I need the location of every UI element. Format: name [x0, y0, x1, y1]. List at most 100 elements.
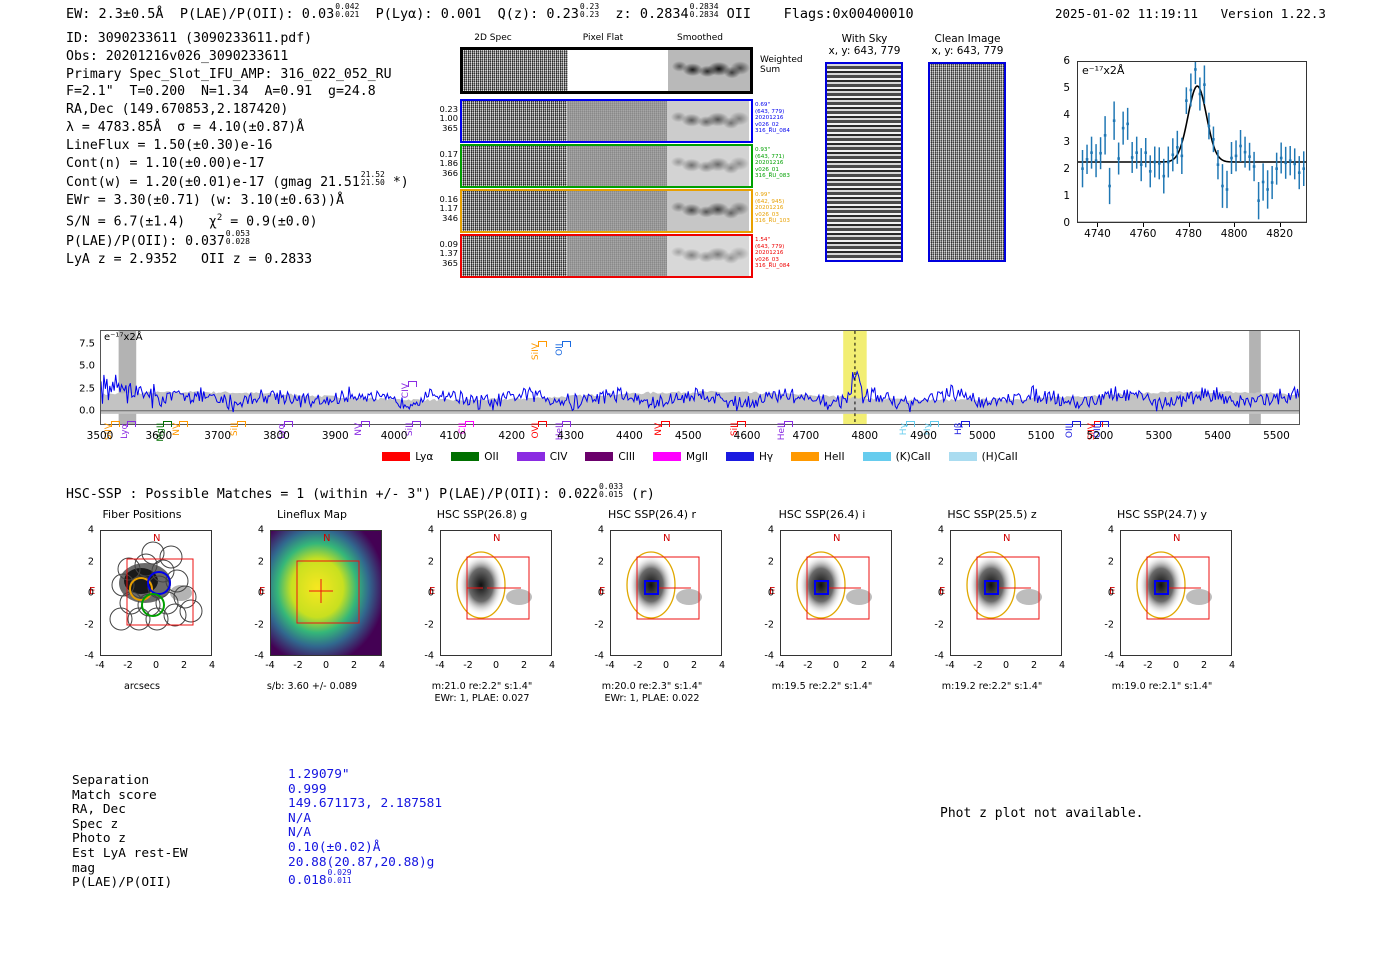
- east-marker: E: [429, 586, 436, 597]
- match-key: Match score: [72, 787, 157, 803]
- cutout-xtick: -4: [605, 660, 615, 671]
- cutout-caption-line1: m:19.2 re:2.2" s:1.4": [941, 681, 1043, 692]
- legend-label: Hγ: [758, 450, 774, 463]
- line-fit-axes: e⁻¹⁷x2Å: [1077, 54, 1307, 223]
- cutout-ytick: 2: [767, 556, 774, 567]
- full-spectrum-xtick: 4800: [851, 430, 879, 442]
- cutout-ytick: -2: [84, 619, 94, 630]
- cutout-xtick: 2: [1200, 660, 1208, 671]
- full-spectrum-xtick: 4700: [792, 430, 820, 442]
- full-spectrum-x-ticks: 3500 3600 3700 3800 3900 4000 4100 4200 4300 4400…: [87, 428, 1300, 444]
- legend-item: MgII: [653, 451, 708, 463]
- cutout-caption-line1: arcsecs: [123, 681, 161, 692]
- cutout-panel[interactable]: HSC SSP(26.4) r N E 4 2 0 -2 -4 -4 -2 0 2 4 m:20.0 re…: [568, 508, 736, 718]
- cutout-xtick: -2: [1143, 660, 1153, 671]
- cutout-ytick: 0: [937, 587, 944, 599]
- legend-swatch: [725, 452, 754, 461]
- cutout-xtick: 0: [1172, 660, 1180, 671]
- cutout-panel[interactable]: HSC SSP(24.7) y N E 4 2 0 -2 -4 -4 -2 0 2 4 m:19.0 re…: [1078, 508, 1246, 718]
- east-marker: E: [1109, 586, 1116, 597]
- info-observing-conditions: F=2.1" T=0.200 N=1.34 A=0.91 g=24.8: [66, 84, 376, 100]
- line-fit-plot: e⁻¹⁷x2Å 0 1 2 3 4 5 6 4740 4760 4780 4800 4820: [1035, 54, 1315, 255]
- full-spectrum-xtick: 4500: [674, 430, 702, 442]
- cutout-xtick: 2: [860, 660, 868, 671]
- info-ewr: EWr = 3.30(±0.71) (w: 3.10(±0.63))Å: [66, 193, 344, 209]
- cutout-ytick: 4: [87, 524, 94, 536]
- emission-line-bracket: [162, 421, 172, 427]
- cutout-xtick: -2: [463, 660, 473, 671]
- cutout-image[interactable]: [780, 530, 892, 656]
- match-table-values: 1.29079" 0.999 149.671173, 2.187581 N/A …: [288, 767, 443, 889]
- north-marker: N: [1173, 533, 1181, 544]
- cutout-panel[interactable]: HSC SSP(26.8) g N E 4 2 0 -2 -4 -4 -2 0 2 4 m:21.0 re…: [398, 508, 566, 718]
- cutout-xtick: 0: [492, 660, 500, 671]
- cutout-xtick: 2: [180, 660, 188, 671]
- cutout-ytick: 0: [767, 587, 774, 599]
- match-value: 149.671173, 2.187581: [288, 796, 443, 812]
- flags-value: Flags:0x00400010: [783, 6, 914, 22]
- full-spectrum-svg: [100, 331, 1300, 424]
- cutout-xtick: 0: [322, 660, 330, 671]
- clean-image-title: Clean Image: [934, 33, 1001, 45]
- match-key: Separation: [72, 773, 150, 788]
- match-value: 0.018 0.029 0.011: [288, 868, 352, 889]
- cutout-caption-line1: s/b: 3.60 +/- 0.089: [266, 681, 358, 692]
- line-fit-xtick: 4780: [1175, 228, 1202, 240]
- match-key: Est LyA rest-EW: [72, 845, 188, 861]
- cutout-xtick: 0: [662, 660, 670, 671]
- cutout-ytick: 2: [1107, 556, 1114, 567]
- cutout-panel[interactable]: Lineflux Map N E 4 2 0 -2 -4 -4 -2 0 2 4 s/b: 3.60 +/…: [228, 508, 396, 718]
- east-marker: E: [599, 586, 606, 597]
- cutout-image[interactable]: [610, 530, 722, 656]
- full-spectrum-xtick: 4900: [910, 430, 937, 442]
- z-range: 0.2834 0.2834: [689, 2, 719, 19]
- east-marker: E: [89, 586, 96, 597]
- exposure-right-labels: 1.54" (643, 779) 20201216 v026_03 316_RU_084: [755, 237, 790, 270]
- legend-swatch: [862, 452, 891, 461]
- z-label: z:: [615, 6, 632, 22]
- cutout-ytick: 4: [427, 524, 434, 536]
- cutout-panel[interactable]: HSC SSP(26.4) i N E 4 2 0 -2 -4 -4 -2 0 2 4 m:19.5 re…: [738, 508, 906, 718]
- full-spectrum-xtick: 5000: [968, 430, 996, 442]
- ew-label: EW:: [66, 6, 91, 22]
- with-sky-subtitle: x, y: 643, 779: [828, 45, 901, 57]
- match-value: 1.29079": [288, 767, 350, 782]
- cutout-ytick: 0: [257, 587, 264, 599]
- cutout-xtick: 4: [888, 660, 896, 671]
- hsc-plae-range: 0.033 0.015: [598, 482, 624, 499]
- cutout-ytick: -4: [594, 650, 604, 662]
- cutout-xtick: 4: [1228, 660, 1236, 671]
- cutout-caption: m:19.2 re:2.2" s:1.4": [908, 681, 1076, 693]
- cutout-xtick: 0: [152, 660, 160, 671]
- match-key: Spec z: [72, 816, 119, 832]
- cutout-image[interactable]: [100, 530, 212, 656]
- legend-label: CIII: [618, 450, 636, 463]
- cutout-image[interactable]: [270, 530, 382, 656]
- emission-line-bracket: [737, 421, 746, 427]
- cutout-panel-title: HSC SSP(26.8) g: [436, 508, 528, 521]
- cutout-panel[interactable]: HSC SSP(25.5) z N E 4 2 0 -2 -4 -4 -2 0 2 4 m:19.2 re…: [908, 508, 1076, 718]
- line-fit-ytick: 2: [1063, 163, 1070, 175]
- cutout-image[interactable]: [950, 530, 1062, 656]
- cutout-panel[interactable]: Fiber Positions N E 4 2 0 -2 -4 -4 -2 0 2 4 arcsecs: [58, 508, 226, 718]
- cutout-xtick: 2: [520, 660, 528, 671]
- full-spectrum-xtick: 4100: [439, 430, 467, 442]
- legend-swatch: [585, 452, 614, 461]
- cutout-ytick: 0: [427, 587, 434, 599]
- cutout-image[interactable]: [1120, 530, 1232, 656]
- legend-swatch: [653, 452, 682, 461]
- cutout-image[interactable]: [440, 530, 552, 656]
- full-spectrum-xtick: 5300: [1145, 430, 1173, 442]
- emission-line-bracket: [538, 341, 548, 347]
- weighted-sum-row: [460, 47, 753, 94]
- line-fit-tickmark: [1143, 223, 1145, 227]
- with-sky-title: With Sky: [841, 33, 888, 45]
- cutout-ytick: 2: [87, 556, 94, 567]
- match-key: mag: [72, 860, 96, 876]
- line-fit-ytick: 6: [1063, 55, 1070, 67]
- match-value: 0.999: [288, 781, 327, 797]
- cutout-panel-title: HSC SSP(25.5) z: [947, 508, 1037, 521]
- cutout-caption-line1: m:21.0 re:2.2" s:1.4": [431, 681, 533, 692]
- emission-line-bracket: [110, 421, 120, 427]
- cutout-xtick: -4: [1115, 660, 1125, 671]
